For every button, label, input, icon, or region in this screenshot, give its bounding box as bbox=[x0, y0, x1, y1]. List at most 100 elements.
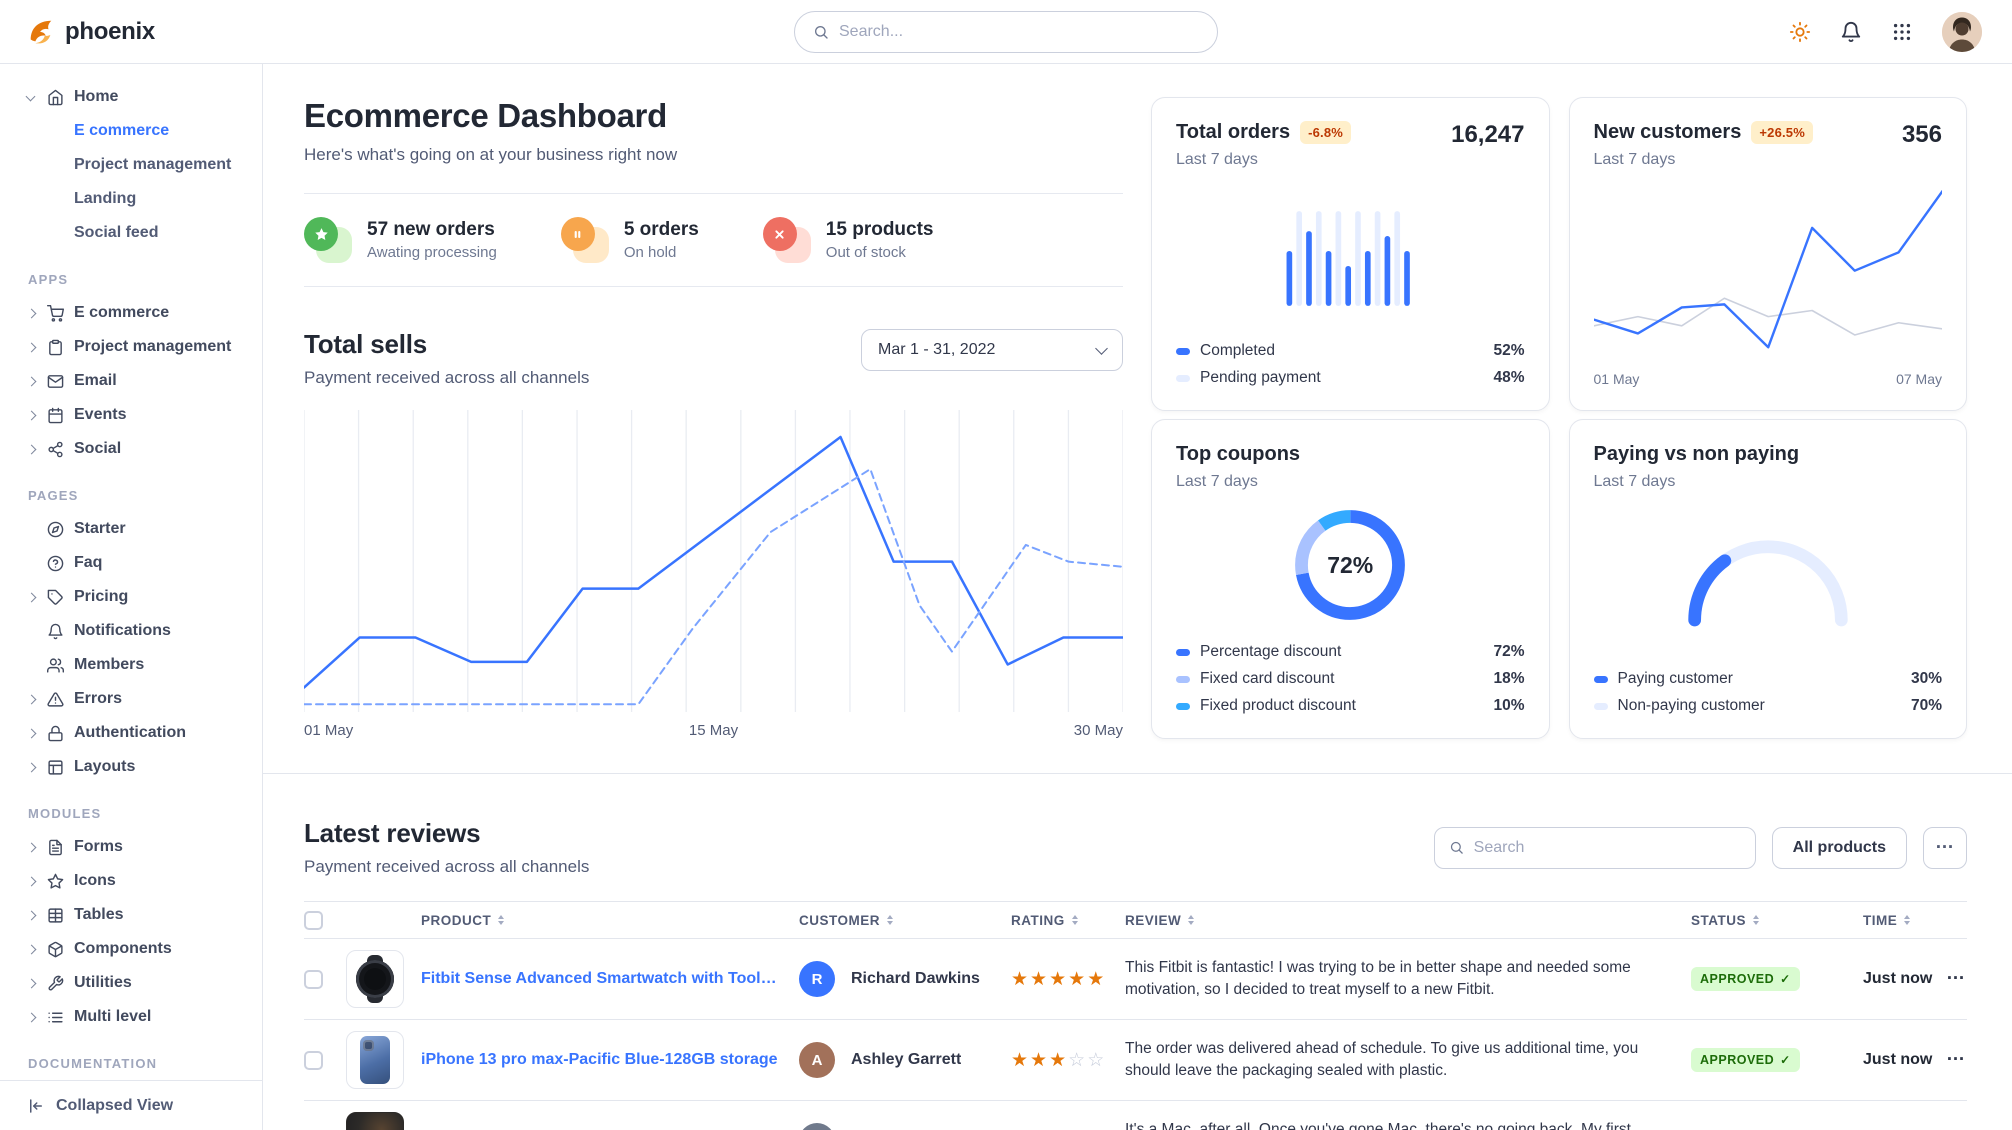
brand-name: phoenix bbox=[65, 17, 155, 45]
sidebar-item-pricing[interactable]: Pricing bbox=[0, 580, 262, 614]
card-title: Paying vs non paying bbox=[1593, 443, 1800, 465]
sidebar-section-label-apps: APPS bbox=[28, 272, 69, 287]
orders-legend: Completed 52% Pending payment 48% bbox=[1176, 342, 1525, 387]
sidebar-item-notifications[interactable]: Notifications bbox=[0, 614, 262, 648]
reviews-more-button[interactable] bbox=[1923, 826, 1967, 869]
sidebar-item-authentication[interactable]: Authentication bbox=[0, 716, 262, 750]
sidebar-subitem-social-feed[interactable]: Social feed bbox=[74, 224, 159, 241]
shopping-cart-icon bbox=[47, 304, 74, 322]
legend-swatch bbox=[1176, 347, 1190, 355]
column-header-rating[interactable]: RATING bbox=[1011, 913, 1125, 928]
total-orders-card: Total orders -6.8% Last 7 days 16,247 Co… bbox=[1151, 97, 1550, 411]
card-value: 16,247 bbox=[1451, 121, 1525, 148]
x-axis-label: 15 May bbox=[688, 722, 739, 739]
navbar-actions bbox=[1789, 11, 1982, 52]
card-period: Last 7 days bbox=[1593, 151, 1676, 168]
sort-icon bbox=[1753, 915, 1759, 925]
latest-reviews-section: Latest reviews Payment received across a… bbox=[304, 774, 1967, 1130]
total-sells-subtitle: Payment received across all channels bbox=[304, 368, 590, 387]
stat-label: On hold bbox=[623, 244, 677, 261]
compass-icon bbox=[47, 521, 74, 538]
tag-icon bbox=[47, 589, 74, 606]
global-search-input[interactable] bbox=[839, 22, 1199, 41]
sort-icon bbox=[1904, 915, 1910, 925]
sidebar-item-layouts[interactable]: Layouts bbox=[0, 750, 262, 784]
legend-row: Completed 52% bbox=[1176, 342, 1525, 360]
column-header-time[interactable]: TIME bbox=[1863, 913, 1946, 928]
sidebar-item-project-management[interactable]: Project management bbox=[0, 330, 262, 364]
product-link[interactable]: Fitbit Sense Advanced Smartwatch with To… bbox=[421, 970, 799, 987]
sidebar-item-errors[interactable]: Errors bbox=[0, 682, 262, 716]
stat-cards: Total orders -6.8% Last 7 days 16,247 Co… bbox=[1151, 97, 1967, 739]
global-search[interactable] bbox=[794, 10, 1218, 53]
legend-value: 72% bbox=[1493, 643, 1525, 660]
apps-grid-button[interactable] bbox=[1891, 20, 1915, 44]
all-products-button[interactable]: All products bbox=[1771, 826, 1907, 869]
sidebar-item-forms[interactable]: Forms bbox=[0, 830, 262, 864]
date-range-select[interactable]: Mar 1 - 31, 2022 bbox=[861, 329, 1123, 371]
brand[interactable]: phoenix bbox=[26, 17, 155, 47]
wrench-icon bbox=[47, 975, 74, 992]
profile-avatar[interactable] bbox=[1942, 11, 1982, 52]
caret-right-icon bbox=[27, 412, 47, 419]
legend-row: Non-paying customer 70% bbox=[1593, 697, 1942, 715]
rating-stars: ★★★☆☆ bbox=[1011, 1049, 1107, 1071]
sidebar-item-tables[interactable]: Tables bbox=[0, 898, 262, 932]
status-badge: APPROVED bbox=[1691, 967, 1800, 991]
column-header-product[interactable]: PRODUCT bbox=[421, 913, 799, 928]
total-sells-header: Total sells Payment received across all … bbox=[304, 329, 1123, 388]
column-header-review[interactable]: REVIEW bbox=[1125, 913, 1691, 928]
select-all-checkbox[interactable] bbox=[304, 910, 323, 930]
caret-down-icon bbox=[27, 93, 47, 102]
rating-stars: ★★★★★ bbox=[1011, 968, 1107, 990]
new-customers-card: New customers +26.5% Last 7 days 356 01 … bbox=[1568, 97, 1967, 411]
legend-value: 48% bbox=[1493, 369, 1525, 386]
paying-vs-non-paying-card: Paying vs non paying Last 7 days Paying … bbox=[1568, 419, 1967, 739]
row-more-button[interactable] bbox=[1946, 1051, 1972, 1069]
sidebar-subitem-e-commerce[interactable]: E commerce bbox=[74, 122, 170, 139]
row-checkbox[interactable] bbox=[304, 1050, 323, 1070]
legend-label: Fixed card discount bbox=[1200, 670, 1335, 687]
table-icon bbox=[47, 907, 74, 924]
x-axis-label: 01 May bbox=[1593, 371, 1640, 387]
customer-cell bbox=[799, 1123, 1011, 1130]
sidebar-item-email[interactable]: Email bbox=[0, 364, 262, 398]
sidebar-item-members[interactable]: Members bbox=[0, 648, 262, 682]
column-header-customer[interactable]: CUSTOMER bbox=[799, 913, 1011, 928]
sidebar-subitem-project-management[interactable]: Project management bbox=[74, 156, 232, 173]
sidebar-item-starter[interactable]: Starter bbox=[0, 512, 262, 546]
sidebar-item-label: Utilities bbox=[74, 974, 132, 991]
legend-swatch bbox=[1176, 702, 1190, 710]
sidebar-item-components[interactable]: Components bbox=[0, 932, 262, 966]
column-header-status[interactable]: STATUS bbox=[1691, 913, 1863, 928]
total-sells-chart bbox=[304, 410, 1123, 712]
sidebar-item-label: Icons bbox=[74, 872, 116, 889]
sidebar-item-e-commerce[interactable]: E commerce bbox=[0, 296, 262, 330]
notifications-button[interactable] bbox=[1840, 20, 1864, 44]
row-more-button[interactable] bbox=[1946, 970, 1972, 988]
x-stat-icon bbox=[762, 217, 811, 263]
sidebar-item-social[interactable]: Social bbox=[0, 432, 262, 466]
sidebar-item-faq[interactable]: Faq bbox=[0, 546, 262, 580]
donut-center-value: 72% bbox=[1327, 551, 1374, 578]
collapse-sidebar-button[interactable]: Collapsed View bbox=[0, 1080, 262, 1130]
sidebar-item-label: Email bbox=[74, 372, 117, 389]
review-row: iPhone 13 pro max-Pacific Blue-128GB sto… bbox=[304, 1020, 1967, 1101]
legend-label: Paying customer bbox=[1617, 670, 1733, 687]
row-checkbox[interactable] bbox=[304, 969, 323, 989]
product-link[interactable]: iPhone 13 pro max-Pacific Blue-128GB sto… bbox=[421, 1051, 778, 1068]
ellipsis-icon bbox=[1946, 1051, 1966, 1069]
sidebar-item-multi-level[interactable]: Multi level bbox=[0, 1000, 262, 1034]
theme-toggle-button[interactable] bbox=[1789, 20, 1813, 44]
sidebar-item-label: Notifications bbox=[74, 622, 171, 639]
sidebar-item-home[interactable]: Home bbox=[0, 80, 262, 114]
sidebar-item-icons[interactable]: Icons bbox=[0, 864, 262, 898]
sidebar-subitem-landing[interactable]: Landing bbox=[74, 190, 137, 207]
reviews-search[interactable] bbox=[1433, 826, 1756, 869]
stat-awating-processing: 57 new orders Awating processing bbox=[304, 217, 497, 263]
sidebar-item-label: Social bbox=[74, 440, 122, 457]
sidebar-item-events[interactable]: Events bbox=[0, 398, 262, 432]
sidebar-item-utilities[interactable]: Utilities bbox=[0, 966, 262, 1000]
reviews-search-input[interactable] bbox=[1473, 838, 1741, 857]
